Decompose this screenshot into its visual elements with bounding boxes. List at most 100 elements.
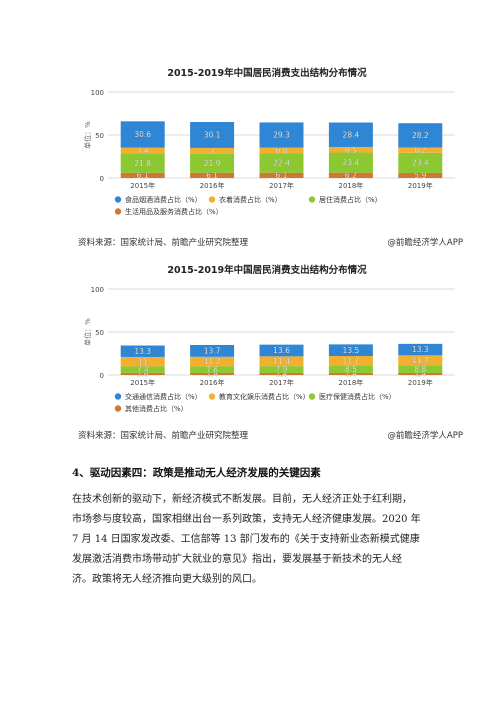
bar-value-label: 6.1 xyxy=(206,171,218,180)
legend-swatch xyxy=(114,393,122,400)
source-row-2: 资料来源：国家统计局、前瞻产业研究院整理 @前瞻经济学人APP xyxy=(78,429,463,443)
bar-value-label: 6.1 xyxy=(137,171,149,180)
bar-value-label: 13.3 xyxy=(134,347,151,356)
bar-value-label: 28.2 xyxy=(412,131,429,140)
legend-swatch xyxy=(308,196,316,203)
bar-segment xyxy=(190,122,235,148)
bar-segment xyxy=(259,122,304,148)
y-tick-label: 100 xyxy=(91,89,104,97)
bar-value-label: 2.4 xyxy=(414,370,426,379)
source-note-2: 资料来源：国家统计局、前瞻产业研究院整理 xyxy=(78,431,249,441)
legend-swatch xyxy=(114,405,122,412)
x-tick-label: 2016年 xyxy=(200,378,225,387)
bar-value-label: 8.8 xyxy=(414,365,426,374)
bar-value-label: 23.4 xyxy=(412,158,429,167)
source-note-1: 资料来源：国家统计局、前瞻产业研究院整理 xyxy=(78,238,249,248)
bar-segment xyxy=(328,122,373,147)
brand-credit-2: @前瞻经济学人APP xyxy=(387,431,463,441)
bar-segment xyxy=(190,356,235,367)
bar-value-label: 2.6 xyxy=(137,369,149,378)
chart-title: 2015-2019年中国居民消费支出结构分布情况 xyxy=(167,264,367,276)
y-tick-label: 100 xyxy=(91,286,104,294)
bar-value-label: 13.7 xyxy=(204,346,221,355)
bar-segment xyxy=(328,152,373,173)
bar-value-label: 6.1 xyxy=(276,171,288,180)
legend-label: 衣着消费占比（%） xyxy=(219,195,282,204)
bar-value-label: 6.2 xyxy=(414,146,426,155)
bar-segment xyxy=(398,343,443,356)
bar-segment xyxy=(120,172,165,178)
bar-segment xyxy=(398,365,443,373)
bar-segment xyxy=(120,372,165,375)
bar-segment xyxy=(259,366,304,373)
bar-value-label: 5.9 xyxy=(414,171,426,180)
bar-segment xyxy=(398,123,443,148)
paragraph-line: 发展激活消费市场带动扩大就业的意见》指出，要发展基于新技术的无人经 xyxy=(72,554,402,565)
y-axis-label: 单位：% xyxy=(83,318,92,346)
bar-segment xyxy=(190,153,235,173)
bar-value-label: 30.6 xyxy=(134,130,151,139)
bar-value-label: 7 xyxy=(210,147,215,156)
bar-value-label: 11.2 xyxy=(204,357,221,366)
bar-value-label: 7.6 xyxy=(206,365,218,374)
bar-value-label: 11.2 xyxy=(343,356,360,365)
bar-value-label: 11.7 xyxy=(412,356,429,365)
bar-value-label: 13.3 xyxy=(412,345,429,354)
legend-swatch xyxy=(208,196,216,203)
source-row-1: 资料来源：国家统计局、前瞻产业研究院整理 @前瞻经济学人APP xyxy=(78,236,463,250)
bar-segment xyxy=(120,147,165,155)
bar-value-label: 6.5 xyxy=(345,145,357,154)
bar-segment xyxy=(120,345,165,357)
bar-segment xyxy=(259,356,304,367)
paragraph-line: 7 月 14 日国家发改委、工信部等 13 部门发布的《关于支持新业态新模式健康 xyxy=(72,534,420,545)
bar-segment xyxy=(120,366,165,373)
bar-value-label: 23.4 xyxy=(343,158,360,167)
bar-segment xyxy=(190,172,235,178)
legend-swatch xyxy=(114,208,122,215)
bar-segment xyxy=(259,172,304,178)
bar-value-label: 28.4 xyxy=(343,130,360,139)
bar-segment xyxy=(120,356,165,367)
chart-block-2: 2015-2019年中国居民消费支出结构分布情况 单位：% 0 50 100 2.6 7.4… xyxy=(70,257,465,429)
bar-segment xyxy=(398,172,443,178)
bar-segment xyxy=(259,344,304,357)
x-tick-label: 2016年 xyxy=(200,181,225,190)
section-paragraph: 在技术创新的驱动下，新经济模式不断发展。目前，无人经济正处于红利期， 市场参与度… xyxy=(72,490,444,590)
bar-segment xyxy=(328,355,373,366)
bar-segment xyxy=(328,365,373,373)
bar-value-label: 22.4 xyxy=(273,159,290,168)
brand-credit-1: @前瞻经济学人APP xyxy=(387,238,463,248)
paragraph-line: 在技术创新的驱动下，新经济模式不断发展。目前，无人经济正处于红利期， xyxy=(72,494,412,505)
legend-swatch xyxy=(208,393,216,400)
bar-value-label: 2.4 xyxy=(206,370,218,379)
bar-value-label: 2.4 xyxy=(276,370,288,379)
bar-value-label: 13.5 xyxy=(343,346,360,355)
bar-value-label: 21.8 xyxy=(134,159,151,168)
bar-segment xyxy=(398,372,443,375)
bar-value-label: 7.4 xyxy=(137,365,149,374)
x-tick-label: 2017年 xyxy=(269,378,294,387)
x-tick-label: 2017年 xyxy=(269,181,294,190)
bar-value-label: 30.1 xyxy=(204,131,221,140)
legend-label: 医疗保健消费占比（%） xyxy=(319,392,396,401)
bar-segment xyxy=(259,153,304,173)
bar-value-label: 7.4 xyxy=(137,146,149,155)
chart-block-1: 2015-2019年中国居民消费支出结构分布情况 单位：% 0 50 100 6.1 21.… xyxy=(70,60,465,232)
bar-value-label: 29.3 xyxy=(273,131,290,140)
bar-segment xyxy=(328,172,373,178)
bar-segment xyxy=(398,355,443,366)
x-tick-label: 2015年 xyxy=(130,378,155,387)
x-tick-label: 2019年 xyxy=(408,378,433,387)
bar-segment xyxy=(120,154,165,173)
chart-title: 2015-2019年中国居民消费支出结构分布情况 xyxy=(167,67,367,79)
bar-segment xyxy=(190,344,235,357)
x-tick-label: 2015年 xyxy=(130,181,155,190)
y-tick-label: 50 xyxy=(95,329,104,337)
bar-segment xyxy=(120,121,165,148)
bar-segment xyxy=(190,366,235,373)
paragraph-line: 济。政策将无人经济推向更大级别的风口。 xyxy=(72,574,262,585)
bar-segment xyxy=(398,147,443,153)
x-tick-label: 2018年 xyxy=(338,378,363,387)
bar-segment xyxy=(259,372,304,375)
